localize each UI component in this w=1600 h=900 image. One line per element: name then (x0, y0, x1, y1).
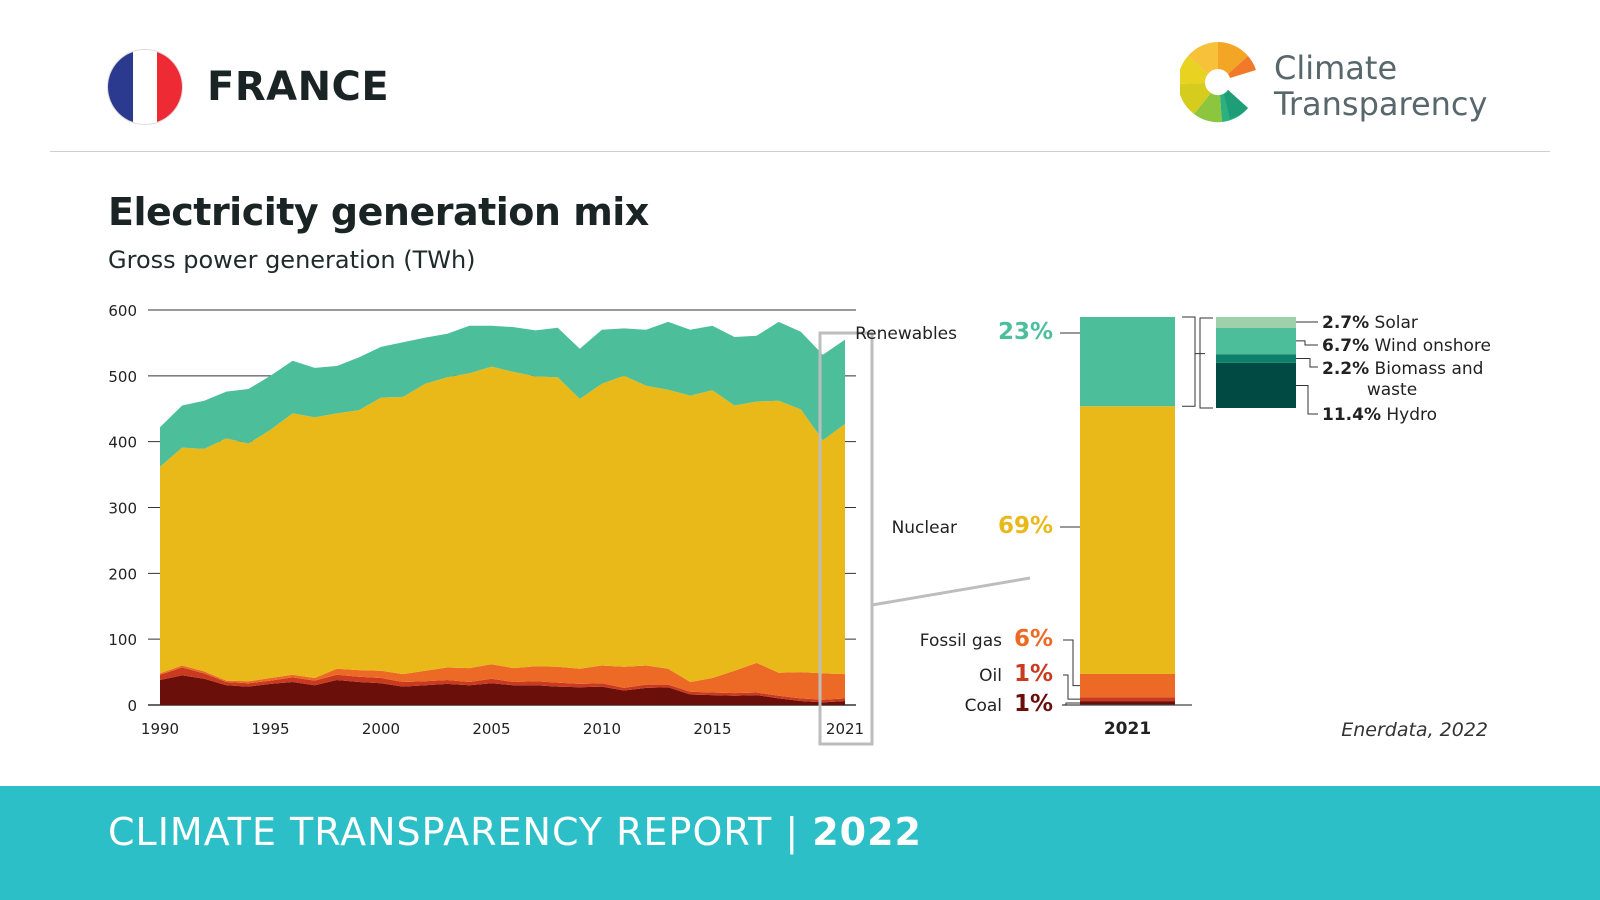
breakdown-name-biomass: Biomass and (1369, 359, 1483, 379)
bar-segment-renewables (1080, 317, 1175, 407)
highlight-2021-box (818, 331, 874, 746)
bar-segment-gas (1080, 673, 1175, 698)
area-nuclear (160, 366, 845, 682)
breakdown-segment-biomass (1216, 354, 1296, 363)
leader-coal (1063, 702, 1080, 706)
x-tick-label: 2015 (693, 720, 731, 738)
y-tick-label: 500 (108, 368, 137, 386)
footer-year: 2022 (812, 810, 922, 854)
breakdown-name-wind: Wind onshore (1369, 336, 1491, 356)
header-divider (50, 151, 1550, 152)
area-coal (160, 675, 845, 705)
bracket-renewables-right (1182, 316, 1196, 407)
x-tick-label: 2010 (583, 720, 621, 738)
pct-label-renewables: 23% (998, 319, 1053, 345)
breakdown-label-biomass-line2: waste (1367, 380, 1417, 400)
pct-label-coal: 1% (1014, 691, 1053, 717)
breakdown-leader-hydro (1296, 384, 1318, 415)
y-tick-label: 200 (108, 565, 137, 583)
area-oil (160, 667, 845, 703)
breakdown-label-biomass: 2.2% Biomass and (1322, 359, 1483, 379)
footer-separator: | (772, 810, 813, 854)
y-tick-label: 300 (108, 500, 137, 518)
electricity-mix-chart: 0 100 200 300 400 500 600 1990 1995 2000 2005 2010 2… (108, 302, 1491, 746)
breakdown-leader-wind (1296, 340, 1318, 346)
bar-segment-nuclear (1080, 406, 1175, 674)
x-tick-label: 1995 (251, 720, 289, 738)
breakdown-label-solar: 2.7% Solar (1322, 313, 1418, 333)
breakdown-segment-hydro (1216, 362, 1296, 408)
breakdown-name-hydro: Hydro (1381, 405, 1437, 425)
bar-segment-coal (1080, 701, 1175, 705)
chart-subtitle: Gross power generation (TWh) (108, 246, 476, 274)
breakdown-pct-wind: 6.7% (1322, 336, 1369, 356)
connector-line (871, 576, 1031, 607)
brand-name: Climate Transparency (1274, 50, 1487, 122)
bracket-breakdown-left (1199, 317, 1213, 409)
pct-label-nuclear: 69% (998, 513, 1053, 539)
x-tick-label: 2021 (826, 720, 864, 738)
x-tick-label: 2005 (472, 720, 510, 738)
chart-title: Electricity generation mix (108, 190, 649, 234)
france-flag (108, 50, 182, 124)
y-tick-label: 100 (108, 631, 137, 649)
footer-report-name: CLIMATE TRANSPARENCY REPORT (108, 810, 773, 854)
brand-line-2: Transparency (1274, 85, 1488, 123)
bar-category-label: 2021 (1104, 719, 1151, 739)
source-note: Enerdata, 2022 (1341, 719, 1488, 741)
footer-title: CLIMATE TRANSPARENCY REPORT | 2022 (108, 810, 922, 854)
brand-line-1: Climate (1274, 49, 1398, 87)
area-renewables (160, 321, 845, 467)
breakdown-segment-wind (1216, 327, 1296, 355)
breakdown-name-solar: Solar (1369, 313, 1418, 333)
breakdown-label-hydro: 11.4% Hydro (1322, 405, 1437, 425)
bar-segment-oil (1080, 697, 1175, 702)
breakdown-pct-solar: 2.7% (1322, 313, 1369, 333)
flag-stripe-white (132, 50, 158, 124)
name-label-gas: Fossil gas (920, 631, 1002, 651)
y-tick-label: 600 (108, 302, 137, 320)
y-tick-label: 400 (108, 434, 137, 452)
pct-label-gas: 6% (1014, 626, 1053, 652)
climate-transparency-logo-icon (1180, 42, 1256, 123)
y-tick-label: 0 (127, 697, 137, 715)
country-name: FRANCE (207, 64, 390, 110)
breakdown-label-wind: 6.7% Wind onshore (1322, 336, 1491, 356)
area-gas (160, 662, 845, 700)
pct-label-oil: 1% (1014, 661, 1053, 687)
breakdown-leader-biomass (1296, 358, 1318, 368)
breakdown-pct-biomass: 2.2% (1322, 359, 1369, 379)
name-label-oil: Oil (979, 666, 1002, 686)
leader-gas (1063, 639, 1080, 687)
leader-oil (1063, 674, 1080, 700)
name-label-nuclear: Nuclear (892, 518, 957, 538)
footer-banner: CLIMATE TRANSPARENCY REPORT | 2022 (0, 786, 1600, 900)
name-label-coal: Coal (965, 696, 1002, 716)
name-label-renewables: Renewables (855, 324, 957, 344)
x-tick-label: 1990 (141, 720, 179, 738)
breakdown-segment-solar (1216, 317, 1296, 328)
breakdown-pct-hydro: 11.4% (1322, 405, 1381, 425)
x-tick-label: 2000 (362, 720, 400, 738)
